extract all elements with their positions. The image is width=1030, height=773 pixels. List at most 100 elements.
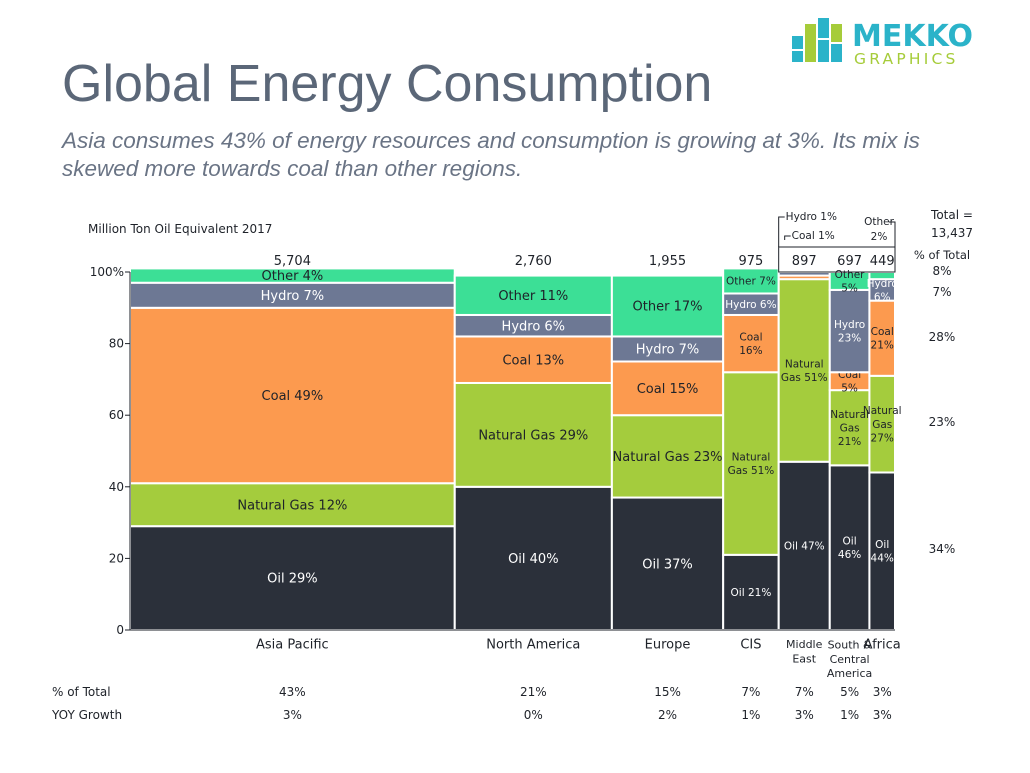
segment-label: Coal 49% — [262, 389, 324, 404]
segment-label: Oil 44% — [871, 539, 894, 565]
logo-text-mekko: MEKKO — [852, 19, 973, 54]
segment-label: Other 4% — [262, 269, 324, 284]
middle-east-coal-callout: Coal 1% — [792, 230, 835, 242]
column-total-label: 5,704 — [274, 254, 311, 269]
yoy-growth-value: 3% — [283, 708, 302, 722]
column-name-label: CIS — [740, 638, 761, 653]
pct-total-value: 15% — [654, 685, 681, 699]
segment-label: Hydro 6% — [867, 278, 898, 304]
total-label: Total = — [930, 208, 973, 222]
y-tick-label: 80 — [109, 337, 124, 351]
segment-label: Hydro 6% — [725, 299, 776, 311]
segment-natural-gas — [777, 278, 831, 463]
yoy-growth-value: 0% — [524, 708, 543, 722]
segment-label: Natural Gas 51% — [781, 358, 828, 384]
segment-label: Other 7% — [726, 276, 776, 288]
segment-hydro — [828, 288, 871, 374]
logo-mark-icon: MEKKO GRAPHICS — [792, 18, 973, 68]
segment-label: Oil 37% — [642, 557, 692, 572]
segment-natural-gas — [722, 371, 780, 556]
segment-label: Hydro 7% — [261, 289, 325, 304]
yoy-growth-value: 3% — [873, 708, 892, 722]
segment-label: Natural Gas 12% — [237, 498, 347, 513]
pct-total-header: % of Total — [914, 248, 970, 262]
y-tick-label: 20 — [109, 551, 124, 565]
segment-oil — [828, 464, 871, 631]
column-total-label: 2,760 — [515, 254, 552, 269]
pct-total-value: 7% — [741, 685, 760, 699]
series-pct-other: 8% — [932, 264, 951, 278]
pct-total-value: 3% — [873, 685, 892, 699]
segment-label: Oil 40% — [508, 552, 558, 567]
segment-oil — [722, 553, 780, 632]
units-label: Million Ton Oil Equivalent 2017 — [88, 222, 272, 236]
yoy-growth-value: 1% — [741, 708, 760, 722]
column-total-label: 449 — [870, 254, 895, 269]
segment-natural-gas — [868, 374, 897, 474]
series-pct-oil: 34% — [929, 542, 956, 556]
segment-label: Hydro 7% — [636, 343, 700, 358]
segment-label: Natural Gas 21% — [830, 409, 869, 448]
segment-other — [722, 267, 780, 295]
segment-hydro — [777, 271, 831, 277]
column-total-label: 975 — [739, 254, 764, 269]
pct-total-value: 43% — [279, 685, 306, 699]
yoy-growth-value: 1% — [840, 708, 859, 722]
pct-total-value: 5% — [840, 685, 859, 699]
segment-coal — [722, 313, 780, 374]
segment-label: Natural Gas 29% — [478, 428, 588, 443]
segment-label: Natural Gas 51% — [728, 451, 775, 477]
column-total-label: 897 — [792, 254, 817, 269]
middle-east-hydro-callout: Hydro 1% — [786, 211, 837, 223]
segment-coal — [868, 299, 897, 377]
segment-label: Natural Gas 23% — [613, 450, 723, 465]
segment-oil — [868, 471, 897, 632]
column-total-label: 697 — [837, 254, 862, 269]
pct-total-value: 21% — [520, 685, 547, 699]
totals-callout-box — [778, 246, 896, 273]
africa-other-callout-label: Other — [864, 216, 894, 228]
mekko-graphics-logo: MEKKO GRAPHICS — [792, 14, 1007, 75]
row-label-yoy-growth: YOY Growth — [51, 708, 122, 722]
segment-label: Hydro 23% — [834, 319, 865, 345]
segment-coal — [453, 335, 613, 384]
column-name-label: Middle East — [786, 638, 823, 665]
segment-label: Coal 15% — [637, 382, 699, 397]
segment-label: Natural Gas 27% — [863, 405, 902, 444]
segment-label: Other 17% — [633, 300, 703, 315]
segment-label: Other 11% — [498, 289, 568, 304]
segment-label: Coal 16% — [739, 331, 762, 357]
callout-line — [778, 216, 785, 247]
y-tick-label: 100% — [90, 265, 124, 279]
segment-label: Coal 13% — [502, 353, 564, 368]
series-pct-natural-gas: 23% — [929, 415, 956, 429]
column-name-label: Africa — [864, 638, 901, 653]
y-tick-label: 40 — [109, 480, 124, 494]
segment-label: Oil 21% — [731, 587, 772, 599]
segment-label: Oil 46% — [838, 536, 861, 562]
y-tick-label: 0 — [116, 623, 124, 637]
column-name-label: South & Central America — [827, 639, 872, 681]
yoy-growth-value: 3% — [795, 708, 814, 722]
total-value: 13,437 — [931, 226, 973, 240]
segment-other — [453, 274, 613, 316]
segment-coal — [129, 306, 456, 485]
callout-line — [889, 221, 896, 247]
segment-label: Oil 29% — [267, 572, 317, 587]
segment-oil — [453, 485, 613, 631]
page-subtitle: Asia consumes 43% of energy resources an… — [62, 128, 920, 181]
segment-other — [610, 274, 725, 338]
segment-other — [868, 271, 897, 281]
page-title: Global Energy Consumption — [62, 55, 713, 113]
row-label-pct-total: % of Total — [52, 685, 111, 699]
column-name-label: Asia Pacific — [256, 638, 329, 653]
segment-label: Coal 21% — [871, 326, 894, 352]
yoy-growth-value: 2% — [658, 708, 677, 722]
callout-line — [784, 235, 791, 240]
pct-total-value: 7% — [795, 685, 814, 699]
column-name-label: Europe — [645, 638, 691, 653]
africa-other-callout-value: 2% — [871, 231, 888, 243]
segment-natural-gas — [453, 381, 613, 488]
segment-label: Hydro 6% — [502, 319, 566, 334]
logo-text-graphics: GRAPHICS — [854, 50, 959, 68]
